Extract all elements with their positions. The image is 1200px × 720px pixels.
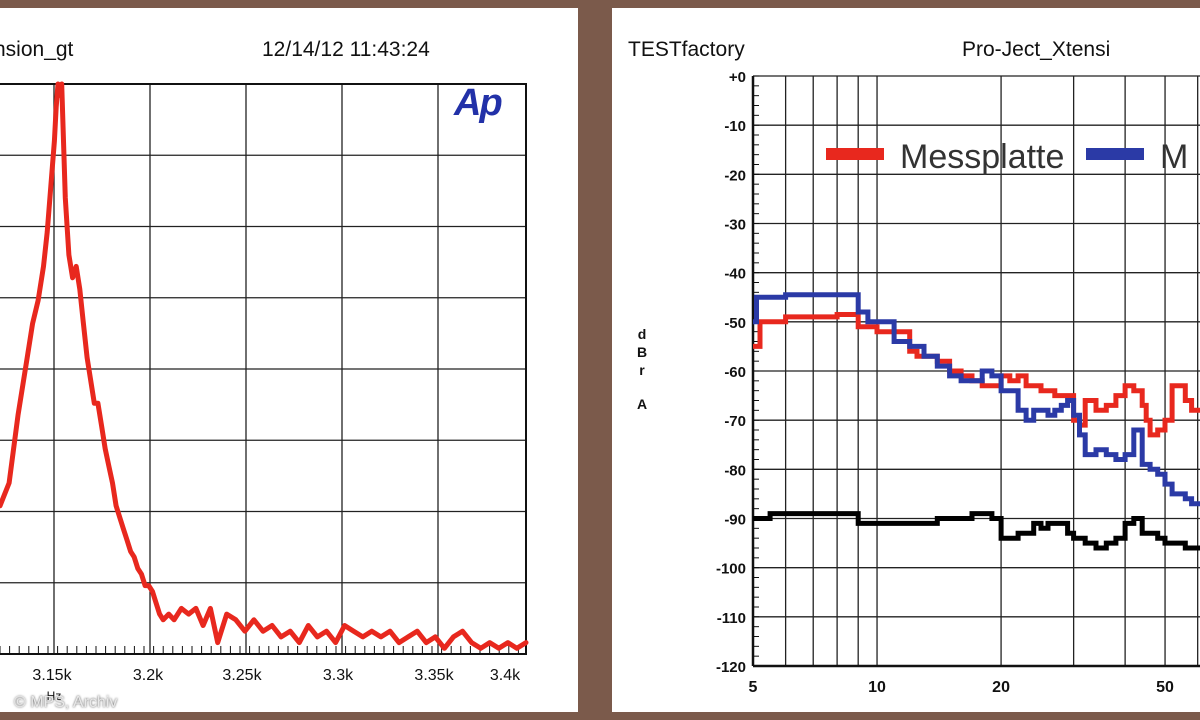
black-series-line	[753, 511, 1200, 551]
right-chart-title: Pro-Ject_Xtensi	[962, 38, 1111, 61]
y-tick-label: -100	[716, 561, 746, 578]
y-tick-label: -30	[724, 217, 746, 234]
y-tick-label: -10	[724, 118, 746, 135]
x-tick-label: 5	[749, 679, 758, 696]
left-chart-svg: 3.15k 3.2k 3.25k 3.3k 3.35k 3.4k Hz	[0, 81, 529, 703]
y-tick-label: +0	[729, 69, 746, 86]
y-tick-label: -50	[724, 315, 746, 332]
x-tick-label: 3.2k	[133, 667, 164, 684]
ylabel-char-d: d	[637, 326, 647, 342]
y-tick-label: -90	[724, 512, 746, 529]
ylabel-char-b: B	[636, 344, 648, 360]
right-chart-brand: TESTfactory	[628, 38, 745, 61]
x-tick-label: 50	[1156, 679, 1174, 696]
spectrum-series-line	[0, 81, 529, 651]
x-tick-label: 10	[868, 679, 886, 696]
legend-label: Messplatte	[900, 138, 1064, 176]
left-chart-timestamp: 12/14/12 11:43:24	[262, 38, 430, 61]
ap-logo: Ap	[454, 82, 503, 124]
x-tick-label: 3.3k	[323, 667, 354, 684]
plot-frame	[0, 83, 527, 655]
y-tick-label: -120	[716, 659, 746, 676]
legend-swatch	[826, 148, 884, 160]
ylabel-char-a: A	[636, 396, 648, 412]
left-chart-title: nsion_gt	[0, 38, 74, 61]
y-tick-label: -40	[724, 266, 746, 283]
x-tick-label: 3.4k	[490, 667, 521, 684]
red-series-line	[753, 312, 1200, 438]
y-tick-label: -70	[724, 413, 746, 430]
x-tick-label: 3.35k	[414, 667, 454, 684]
x-tick-label: 3.25k	[222, 667, 262, 684]
y-tick-label: -20	[724, 167, 746, 184]
left-chart-panel: 3.15k 3.2k 3.25k 3.3k 3.35k 3.4k Hz nsion_gt 1…	[0, 8, 578, 712]
x-tick-label: 20	[992, 679, 1010, 696]
ylabel-char-r: r	[639, 362, 645, 378]
x-tick-label: 3.15k	[32, 667, 72, 684]
legend-label: M	[1160, 138, 1188, 176]
right-chart-panel: +0 -10 -20 -30 -40 -50 -60 -70 -80 -90 -100 -110 -12…	[612, 8, 1200, 712]
legend-swatch	[1086, 148, 1144, 160]
x-axis-label: Hz	[47, 689, 62, 703]
right-chart-svg: +0 -10 -20 -30 -40 -50 -60 -70 -80 -90 -100 -110 -12…	[716, 69, 1200, 696]
y-tick-label: -60	[724, 364, 746, 381]
y-tick-label: -80	[724, 462, 746, 479]
copyright-notice: © MPS, Archiv	[14, 694, 118, 711]
blue-series-line	[753, 292, 1200, 507]
y-tick-label: -110	[717, 610, 746, 627]
